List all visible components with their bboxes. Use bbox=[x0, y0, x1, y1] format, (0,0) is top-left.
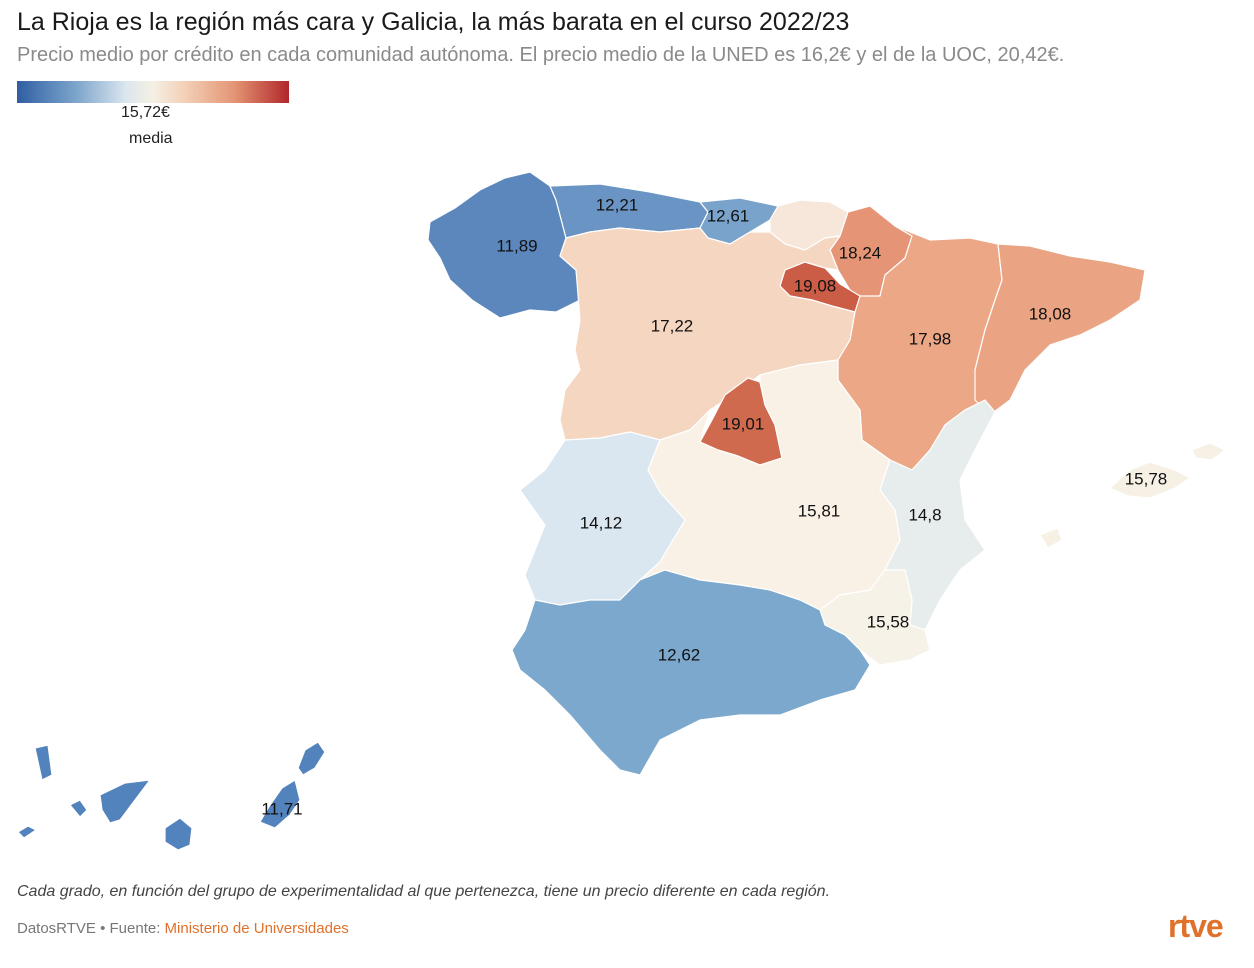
source-prefix: DatosRTVE • Fuente: bbox=[17, 920, 165, 937]
color-legend: 15,72€ media bbox=[17, 81, 289, 151]
chart-subtitle: Precio medio por crédito en cada comunid… bbox=[17, 44, 1065, 66]
region-andalucia[interactable] bbox=[511, 569, 871, 776]
source-link[interactable]: Ministerio de Universidades bbox=[164, 920, 349, 937]
region-label-la-rioja: 19,08 bbox=[794, 276, 837, 295]
region-label-islas-baleares: 15,78 bbox=[1125, 469, 1168, 488]
region-label-andalucia: 12,62 bbox=[658, 645, 701, 664]
region-label-extremadura: 14,12 bbox=[580, 513, 623, 532]
region-castilla-y-leon[interactable] bbox=[559, 227, 856, 441]
region-label-canarias: 11,71 bbox=[261, 799, 302, 818]
region-label-castilla-y-leon: 17,22 bbox=[651, 316, 694, 335]
region-canarias[interactable] bbox=[34, 744, 53, 781]
region-label-galicia: 11,89 bbox=[496, 236, 537, 255]
chart-title: La Rioja es la región más cara y Galicia… bbox=[17, 8, 850, 36]
legend-mean-label: media bbox=[129, 130, 173, 147]
source-line: DatosRTVE • Fuente: Ministerio de Univer… bbox=[17, 920, 349, 937]
footnote: Cada grado, en función del grupo de expe… bbox=[17, 883, 831, 900]
region-canarias[interactable] bbox=[69, 799, 88, 818]
region-label-castilla-la-mancha: 15,81 bbox=[798, 501, 841, 520]
region-label-comunidad-valenciana: 14,8 bbox=[908, 505, 941, 524]
region-canarias[interactable] bbox=[17, 825, 37, 839]
region-comunidad-valenciana[interactable] bbox=[879, 399, 996, 631]
region-canarias[interactable] bbox=[99, 779, 151, 824]
rtve-logo: rtve bbox=[1168, 908, 1224, 944]
region-label-madrid: 19,01 bbox=[722, 414, 765, 433]
region-islas-baleares[interactable] bbox=[1191, 442, 1226, 461]
region-label-region-de-murcia: 15,58 bbox=[867, 612, 910, 631]
region-label-asturias: 12,21 bbox=[596, 195, 639, 214]
region-label-cataluna: 18,08 bbox=[1029, 304, 1072, 323]
region-label-navarra: 18,24 bbox=[839, 243, 882, 262]
region-label-aragon: 17,98 bbox=[909, 329, 952, 348]
region-canarias[interactable] bbox=[164, 817, 193, 851]
region-cataluna[interactable] bbox=[974, 243, 1146, 416]
region-canarias[interactable] bbox=[297, 741, 326, 776]
region-islas-baleares[interactable] bbox=[1039, 527, 1063, 549]
region-islas-baleares[interactable] bbox=[1109, 461, 1191, 499]
legend-mean-value: 15,72€ bbox=[121, 104, 170, 121]
region-canarias[interactable] bbox=[259, 779, 301, 829]
region-label-cantabria: 12,61 bbox=[707, 206, 750, 225]
legend-gradient-bar bbox=[17, 81, 289, 103]
